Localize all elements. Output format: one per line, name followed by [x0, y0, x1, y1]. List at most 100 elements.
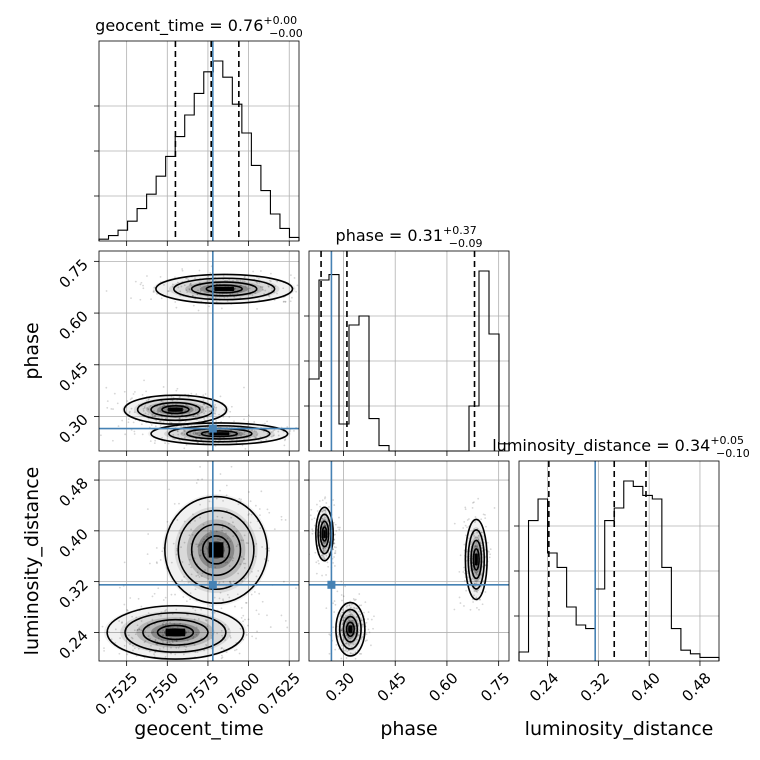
sample-point — [256, 434, 258, 437]
sample-point — [106, 400, 109, 402]
sample-point — [222, 499, 224, 502]
sample-point — [476, 573, 479, 576]
sample-point — [295, 587, 297, 590]
sample-point — [363, 611, 365, 614]
sample-point — [334, 523, 337, 526]
sample-point — [283, 444, 286, 447]
sample-point — [159, 559, 162, 561]
sample-point — [332, 562, 334, 564]
sample-point — [220, 654, 223, 657]
sample-point — [172, 396, 175, 399]
sample-point — [247, 542, 249, 545]
sample-point — [214, 296, 217, 299]
sample-point — [142, 284, 144, 287]
sample-point — [333, 546, 336, 548]
sample-point — [199, 290, 202, 292]
sample-point — [190, 392, 193, 395]
sample-point — [344, 649, 347, 652]
sample-point — [354, 632, 356, 634]
sample-point — [480, 546, 483, 549]
sample-point — [218, 439, 220, 442]
sample-point — [234, 605, 236, 608]
sample-point — [195, 406, 197, 409]
sample-point — [207, 540, 210, 543]
sample-point — [474, 544, 477, 547]
sample-point — [361, 625, 364, 628]
sample-point — [344, 585, 347, 588]
sample-point — [119, 637, 121, 640]
sample-point — [148, 626, 150, 628]
sample-point — [146, 275, 148, 277]
sample-point — [147, 413, 150, 416]
sample-point — [140, 620, 143, 622]
sample-point — [218, 581, 221, 584]
sample-point — [334, 550, 337, 552]
sample-point — [179, 622, 182, 625]
sample-point — [203, 403, 206, 406]
sample-point — [133, 430, 136, 433]
sample-point — [201, 405, 204, 408]
sample-point — [466, 526, 468, 529]
sample-point — [350, 612, 353, 615]
sample-point — [150, 662, 152, 664]
sample-point — [239, 279, 242, 282]
sample-point — [184, 429, 186, 432]
sample-point — [162, 621, 165, 623]
sample-point — [193, 618, 196, 621]
contour-line — [168, 424, 271, 443]
sample-point — [145, 399, 148, 402]
sample-point — [228, 293, 231, 296]
sample-point — [152, 631, 155, 633]
density-peak — [168, 407, 183, 412]
sample-point — [194, 431, 197, 434]
sample-point — [323, 509, 326, 512]
sample-point — [167, 442, 170, 445]
sample-point — [191, 294, 194, 297]
sample-point — [243, 557, 245, 560]
sample-point — [220, 647, 223, 650]
sample-point — [240, 284, 243, 287]
sample-point — [147, 408, 150, 411]
sample-point — [323, 557, 325, 560]
sample-point — [257, 569, 260, 572]
sample-point — [235, 545, 238, 548]
sample-point — [336, 286, 338, 288]
sample-point — [194, 432, 197, 435]
sample-point — [215, 301, 218, 303]
sample-point — [273, 528, 276, 531]
sample-point — [202, 394, 205, 397]
sample-point — [315, 422, 317, 424]
sample-point — [165, 417, 167, 420]
sample-point — [324, 524, 326, 526]
sample-point — [233, 525, 236, 528]
sample-point — [228, 580, 231, 583]
sample-point — [188, 558, 191, 561]
sample-point — [221, 530, 224, 532]
sample-point — [322, 548, 325, 551]
truth-marker — [208, 424, 217, 433]
sample-point — [161, 405, 164, 408]
sample-point — [324, 550, 327, 552]
sample-point — [198, 435, 201, 437]
sample-point — [234, 287, 237, 290]
sample-point — [245, 601, 247, 604]
sample-point — [147, 533, 150, 535]
hist-panel-geocent_time — [98, 40, 300, 246]
sample-point — [169, 422, 172, 425]
density-peak — [348, 625, 353, 634]
sample-point — [474, 571, 477, 574]
sample-point — [197, 543, 200, 546]
sample-point — [230, 405, 233, 408]
sample-point — [203, 412, 205, 415]
sample-point — [276, 280, 279, 283]
sample-point — [313, 524, 316, 527]
sample-point — [337, 526, 339, 529]
sample-point — [218, 597, 221, 600]
sample-point — [319, 544, 322, 546]
sample-point — [153, 442, 156, 445]
sample-point — [210, 410, 213, 412]
sample-point — [143, 407, 146, 409]
sample-point — [207, 406, 209, 409]
sample-point — [356, 638, 358, 641]
sample-point — [185, 646, 188, 649]
